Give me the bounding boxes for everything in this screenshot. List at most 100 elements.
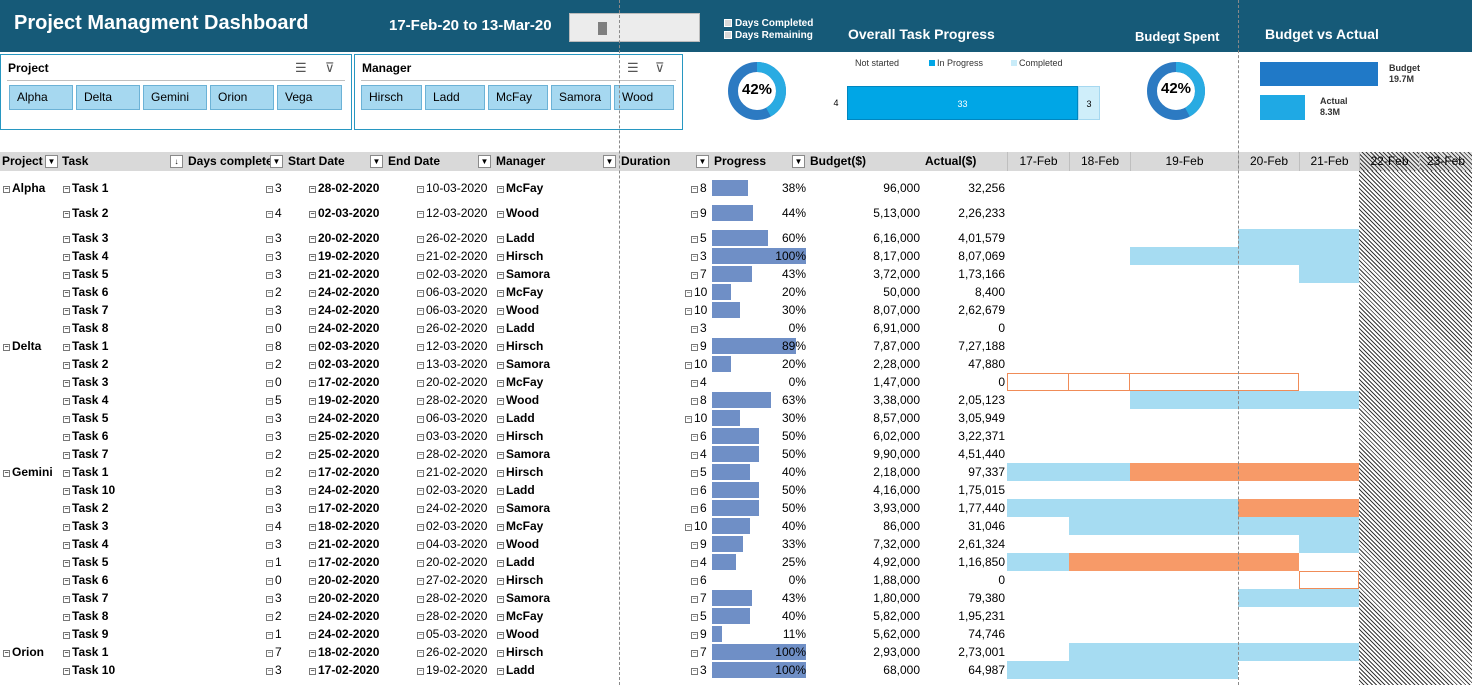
slicer-item-delta[interactable]: Delta [76,85,140,110]
collapse-icon[interactable]: − [3,650,10,657]
collapse-icon[interactable]: − [266,560,273,567]
collapse-icon[interactable]: − [309,308,316,315]
col-progress[interactable]: Progress ▼ [712,152,807,171]
collapse-icon[interactable]: − [417,524,424,531]
collapse-icon[interactable]: − [691,650,698,657]
collapse-icon[interactable]: − [266,344,273,351]
multi-select-icon[interactable]: ☰ [295,60,307,75]
collapse-icon[interactable]: − [417,380,424,387]
collapse-icon[interactable]: − [266,452,273,459]
collapse-icon[interactable]: − [63,362,70,369]
collapse-icon[interactable]: − [63,668,70,675]
cell-task[interactable]: − Task 3 [63,229,108,247]
collapse-icon[interactable]: − [417,668,424,675]
collapse-icon[interactable]: − [309,211,316,218]
collapse-icon[interactable]: − [266,308,273,315]
collapse-icon[interactable]: − [266,434,273,441]
table-row[interactable]: − Task 2−3−17-02-2020−24-02-2020− Samora −6… [0,499,1472,517]
slicer-item-orion[interactable]: Orion [210,85,274,110]
collapse-icon[interactable]: − [63,416,70,423]
table-row[interactable]: − Task 4−5−19-02-2020−28-02-2020− Wood −8 63… [0,391,1472,409]
table-row[interactable]: − Task 6−3−25-02-2020−03-03-2020− Hirsch −6… [0,427,1472,445]
collapse-icon[interactable]: − [63,470,70,477]
table-row[interactable]: − Orion − Task 1−7−18-02-2020−26-02-2020− Hi… [0,643,1472,661]
table-row[interactable]: − Gemini − Task 1−2−17-02-2020−21-02-2020− H… [0,463,1472,481]
filter-dropdown-icon[interactable]: ▼ [270,155,283,168]
clear-filter-icon[interactable]: ⊽ [325,60,335,75]
collapse-icon[interactable]: − [266,470,273,477]
collapse-icon[interactable]: − [266,362,273,369]
collapse-icon[interactable]: − [497,632,504,639]
slicer-item-wood[interactable]: Wood [614,85,674,110]
cell-task[interactable]: − Task 7 [63,589,108,607]
collapse-icon[interactable]: − [497,416,504,423]
collapse-icon[interactable]: − [497,614,504,621]
cell-task[interactable]: − Task 2 [63,355,108,373]
collapse-icon[interactable]: − [309,290,316,297]
collapse-icon[interactable]: − [497,524,504,531]
cell-project[interactable]: − Alpha [3,179,45,197]
collapse-icon[interactable]: − [266,254,273,261]
collapse-icon[interactable]: − [63,614,70,621]
table-row[interactable]: − Alpha − Task 1−3−28-02-2020−10-03-2020− Mc… [0,179,1472,197]
collapse-icon[interactable]: − [266,488,273,495]
cell-task[interactable]: − Task 3 [63,517,108,535]
collapse-icon[interactable]: − [497,650,504,657]
col-start-date[interactable]: Start Date ▼ [286,152,385,171]
collapse-icon[interactable]: − [63,344,70,351]
cell-task[interactable]: − Task 1 [63,179,108,197]
cell-project[interactable]: − Orion [3,643,44,661]
collapse-icon[interactable]: − [63,632,70,639]
cell-task[interactable]: − Task 5 [63,409,108,427]
collapse-icon[interactable]: − [691,452,698,459]
collapse-icon[interactable]: − [691,596,698,603]
collapse-icon[interactable]: − [266,668,273,675]
collapse-icon[interactable]: − [266,596,273,603]
collapse-icon[interactable]: − [497,542,504,549]
filter-dropdown-icon[interactable]: ▼ [603,155,616,168]
collapse-icon[interactable]: − [417,236,424,243]
col-manager[interactable]: Manager ▼ [494,152,618,171]
collapse-icon[interactable]: − [417,560,424,567]
collapse-icon[interactable]: − [266,416,273,423]
collapse-icon[interactable]: − [691,560,698,567]
table-row[interactable]: − Task 5−1−17-02-2020−20-02-2020− Ladd −4 25… [0,553,1472,571]
cell-task[interactable]: − Task 4 [63,247,108,265]
timeline-scrollbar[interactable] [569,13,700,42]
collapse-icon[interactable]: − [309,452,316,459]
collapse-icon[interactable]: − [266,236,273,243]
collapse-icon[interactable]: − [309,416,316,423]
collapse-icon[interactable]: − [63,326,70,333]
collapse-icon[interactable]: − [309,326,316,333]
collapse-icon[interactable]: − [3,470,10,477]
cell-task[interactable]: − Task 2 [63,499,108,517]
table-row[interactable]: − Task 10−3−24-02-2020−02-03-2020− Ladd −6 5… [0,481,1472,499]
cell-task[interactable]: − Task 7 [63,301,108,319]
collapse-icon[interactable]: − [309,506,316,513]
cell-task[interactable]: − Task 2 [63,204,108,222]
collapse-icon[interactable]: − [63,560,70,567]
table-row[interactable]: − Task 3−4−18-02-2020−02-03-2020− McFay −10… [0,517,1472,535]
cell-project[interactable]: − Delta [3,337,41,355]
collapse-icon[interactable]: − [497,326,504,333]
cell-task[interactable]: − Task 1 [63,337,108,355]
collapse-icon[interactable]: − [417,186,424,193]
collapse-icon[interactable]: − [309,344,316,351]
collapse-icon[interactable]: − [691,632,698,639]
clear-filter-icon[interactable]: ⊽ [655,60,665,75]
table-row[interactable]: − Task 3−0−17-02-2020−20-02-2020− McFay −4 0… [0,373,1472,391]
table-row[interactable]: − Task 5−3−21-02-2020−02-03-2020− Samora −7… [0,265,1472,283]
table-row[interactable]: − Delta − Task 1−8−02-03-2020−12-03-2020− Hi… [0,337,1472,355]
col-days-complete[interactable]: Days complete ▼ [186,152,285,171]
collapse-icon[interactable]: − [309,614,316,621]
collapse-icon[interactable]: − [691,236,698,243]
collapse-icon[interactable]: − [266,398,273,405]
collapse-icon[interactable]: − [685,416,692,423]
collapse-icon[interactable]: − [497,398,504,405]
slicer-item-samora[interactable]: Samora [551,85,611,110]
collapse-icon[interactable]: − [266,380,273,387]
collapse-icon[interactable]: − [497,434,504,441]
collapse-icon[interactable]: − [266,542,273,549]
collapse-icon[interactable]: − [309,380,316,387]
cell-task[interactable]: − Task 7 [63,445,108,463]
